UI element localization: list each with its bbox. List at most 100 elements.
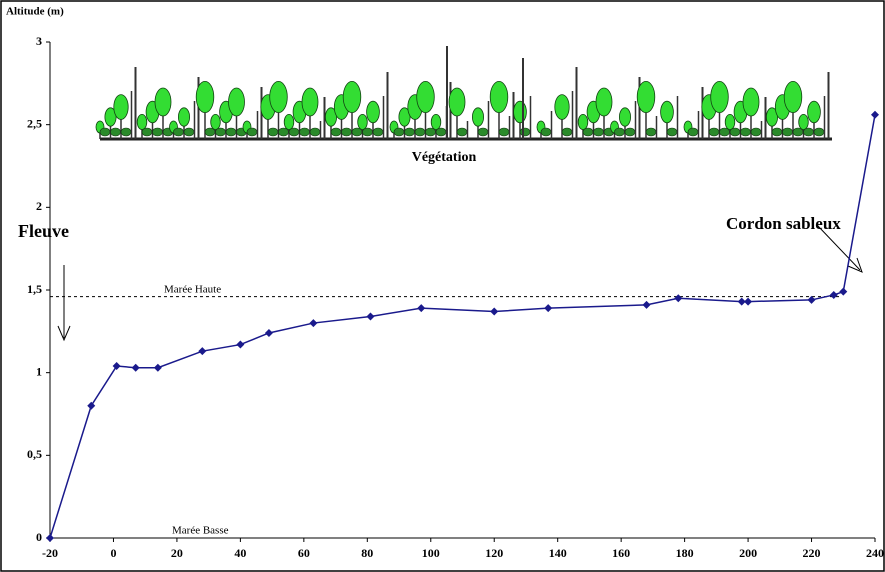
- shrub: [687, 127, 699, 137]
- tree-crown: [269, 81, 288, 114]
- x-tick-label: -20: [42, 546, 58, 560]
- tree-crown: [724, 114, 736, 131]
- shrub: [435, 127, 447, 137]
- tree-crown: [154, 87, 172, 117]
- shrub: [729, 127, 741, 137]
- tree-crown: [554, 94, 570, 120]
- low-tide-label: Marée Basse: [172, 525, 229, 537]
- tree-crown: [324, 107, 337, 127]
- point: [309, 319, 318, 328]
- point: [366, 312, 375, 321]
- y-tick-label: 1,5: [27, 282, 42, 296]
- tree-crown: [357, 114, 368, 131]
- tree-crown: [513, 100, 527, 124]
- shrub: [540, 127, 552, 137]
- point: [744, 297, 753, 306]
- shrub: [152, 127, 163, 137]
- x-tick-label: 80: [361, 546, 373, 560]
- shrub: [708, 127, 720, 137]
- point: [87, 401, 96, 410]
- tree-crown: [136, 114, 148, 131]
- point: [264, 328, 273, 337]
- tree-crown: [398, 107, 411, 127]
- point: [544, 304, 553, 313]
- line: [49, 114, 876, 539]
- shrub: [362, 127, 373, 137]
- x-tick-label: 60: [298, 546, 310, 560]
- tree-crown: [113, 94, 129, 120]
- tree-crown: [595, 87, 613, 117]
- shrub: [404, 127, 415, 137]
- y-tick-label: 3: [36, 34, 42, 48]
- point: [490, 307, 499, 316]
- tree-crown: [619, 107, 632, 127]
- x-tick-label: 200: [739, 546, 757, 560]
- shrub: [582, 127, 594, 137]
- sand-bar-arrow: [817, 225, 861, 271]
- shrub: [624, 127, 636, 137]
- shrub: [141, 127, 153, 137]
- vegetation-drawing: [95, 46, 832, 141]
- tree-crown: [710, 81, 729, 114]
- shrub: [414, 127, 426, 137]
- tree-crown: [104, 107, 117, 127]
- shrub: [341, 127, 352, 137]
- shrub: [225, 127, 237, 137]
- x-tick-label: 180: [676, 546, 694, 560]
- shrub: [393, 127, 405, 137]
- shrub: [519, 127, 531, 137]
- tree-crown: [807, 100, 821, 124]
- shrub: [771, 127, 783, 137]
- shrub: [561, 127, 573, 137]
- shrub: [173, 127, 184, 137]
- shrub: [267, 127, 279, 137]
- shrub: [803, 127, 814, 137]
- river-label: Fleuve: [18, 221, 69, 241]
- point: [112, 362, 121, 371]
- tree-crown: [366, 100, 380, 124]
- vegetation-label: Végétation: [412, 150, 477, 165]
- shrub: [645, 127, 657, 137]
- tree-crown: [766, 107, 779, 127]
- x-tick-label: 120: [485, 546, 503, 560]
- tree-crown: [577, 114, 589, 131]
- shrub: [288, 127, 300, 137]
- tree-crown: [636, 81, 656, 114]
- tree-crown: [416, 81, 435, 114]
- shrub: [99, 127, 111, 137]
- tree-crown: [448, 87, 466, 117]
- point: [131, 363, 140, 372]
- tree-crown: [342, 81, 362, 114]
- tree-crown: [489, 81, 509, 114]
- shrub: [330, 127, 342, 137]
- shrub: [593, 127, 604, 137]
- shrub: [110, 127, 121, 137]
- y-tick-label: 0: [36, 530, 42, 544]
- river-arrowhead: [57, 325, 71, 342]
- shrub: [309, 127, 321, 137]
- point: [674, 294, 683, 303]
- x-tick-label: 0: [110, 546, 116, 560]
- shrub: [614, 127, 625, 137]
- tree-crown: [430, 114, 442, 131]
- point: [198, 347, 207, 356]
- tree-crown: [783, 81, 803, 114]
- shrub: [666, 127, 678, 137]
- x-tick-label: 160: [612, 546, 630, 560]
- y-tick-label: 2,5: [27, 116, 42, 130]
- point: [871, 110, 879, 119]
- y-tick-label: 0,5: [27, 447, 42, 461]
- x-tick-label: 140: [549, 546, 567, 560]
- tree-crown: [301, 87, 319, 117]
- point: [417, 304, 426, 313]
- high-tide-label: Marée Haute: [164, 284, 221, 296]
- point: [807, 295, 816, 304]
- x-tick-label: 40: [234, 546, 246, 560]
- y-axis-label: Altitude (m): [6, 6, 64, 18]
- point: [829, 290, 838, 299]
- tree-crown: [210, 114, 221, 131]
- shrub: [372, 127, 384, 137]
- shrub: [183, 127, 195, 137]
- shrub: [498, 127, 510, 137]
